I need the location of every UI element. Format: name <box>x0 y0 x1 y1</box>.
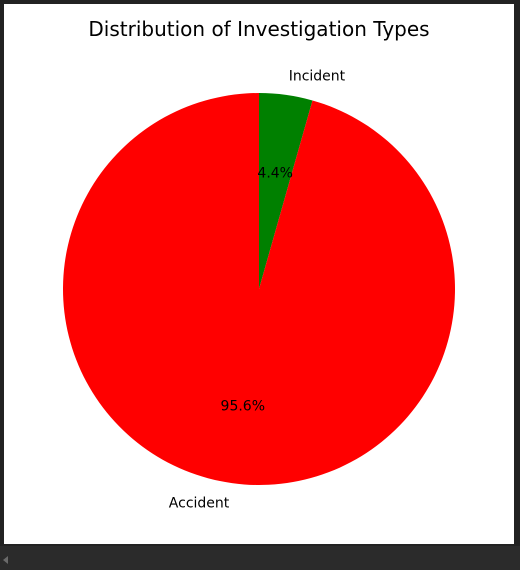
chart-figure: Distribution of Investigation Types Inci… <box>4 4 514 544</box>
horizontal-scrollbar[interactable] <box>0 546 520 570</box>
pie-slice-accident <box>62 93 455 485</box>
slice-label-accident: Accident <box>169 496 230 512</box>
slice-label-incident: Incident <box>289 68 346 84</box>
chart-title: Distribution of Investigation Types <box>88 17 429 41</box>
slice-pct-incident: 4.4% <box>257 166 293 182</box>
pie-labels: Incident 4.4% Accident 95.6% <box>169 68 346 511</box>
pie-chart: Distribution of Investigation Types Inci… <box>62 17 455 512</box>
pie-slices <box>62 93 455 485</box>
slice-pct-accident: 95.6% <box>221 398 265 414</box>
scroll-left-arrow-icon[interactable] <box>3 556 8 564</box>
pie-slice-incident <box>259 93 313 289</box>
